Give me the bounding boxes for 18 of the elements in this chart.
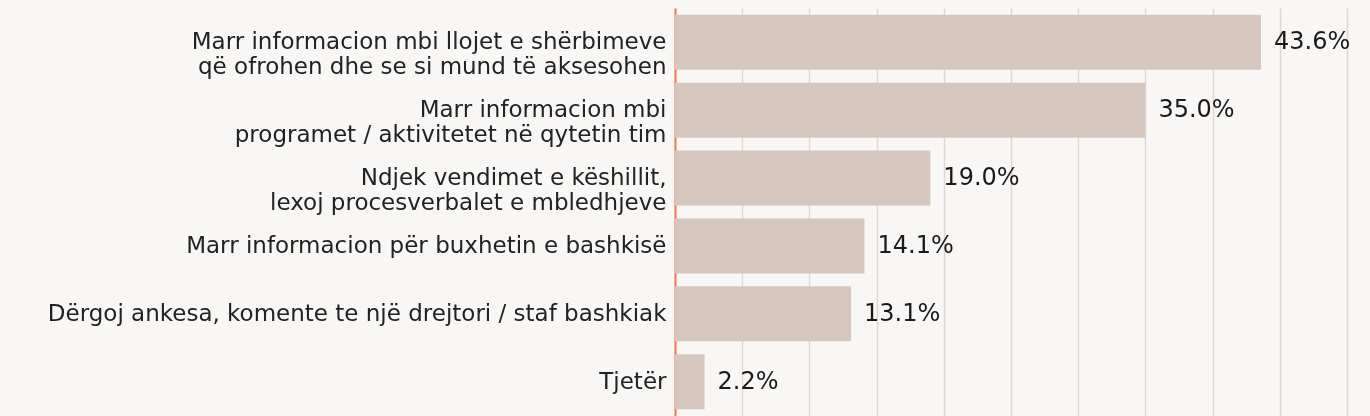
y-tick-label: Marr informacion për buxhetin e bashkisë (186, 231, 667, 258)
data-label: 43.6% (1273, 27, 1351, 56)
bar (675, 14, 1261, 70)
y-tick-label: Marr informacion mbi programet / aktivitetet në qytetin tim (234, 96, 667, 148)
y-tick-label: Ndjek vendimet e këshillit, lexoj procesverbalet e mbledhjeve (270, 164, 667, 216)
bar (675, 354, 705, 410)
bar (675, 286, 852, 342)
data-label: 2.2% (717, 366, 779, 395)
data-label: 35.0% (1158, 95, 1235, 124)
bar (675, 218, 865, 274)
y-tick-label: Marr informacion mbi llojet e shërbimeve që ofrohen dhe se si mund të aksesohen (191, 28, 667, 80)
y-tick-label: Tjetër (598, 367, 668, 394)
bar (675, 150, 931, 206)
data-label: 14.1% (877, 230, 954, 259)
bar (675, 82, 1146, 138)
data-label: 19.0% (943, 163, 1020, 192)
y-tick-label: Dërgoj ankesa, komente te një drejtori / staf bashkiak (47, 299, 668, 326)
data-label: 13.1% (864, 298, 941, 327)
